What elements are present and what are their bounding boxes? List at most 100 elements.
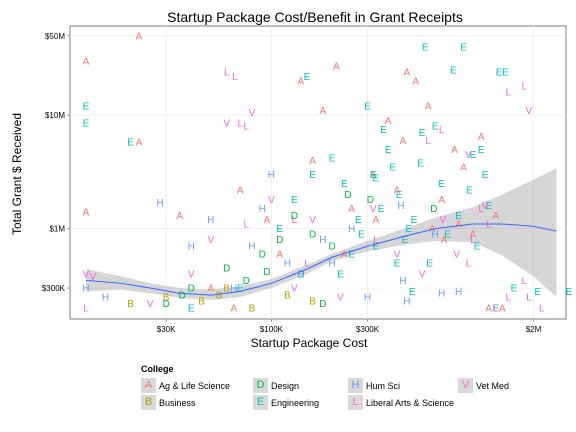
data-point: A (230, 303, 237, 314)
data-point: A (136, 31, 143, 42)
data-point: E (358, 229, 365, 240)
data-point: D (263, 267, 270, 278)
data-point: A (373, 215, 380, 226)
data-point: H (348, 224, 355, 235)
data-point: H (284, 258, 291, 269)
data-point: E (83, 119, 90, 130)
legend-label: Ag & Life Science (159, 380, 231, 391)
data-point: E (394, 258, 401, 269)
legend-key: E (253, 395, 268, 410)
legend-key: B (141, 395, 156, 410)
data-point: V (207, 235, 214, 246)
data-point: D (328, 242, 335, 253)
data-point: E (438, 179, 445, 190)
data-point: D (297, 269, 304, 280)
legend-item: D Design (253, 377, 348, 394)
data-point: E (474, 242, 481, 253)
data-point: V (465, 150, 472, 161)
data-point: A (176, 211, 183, 222)
smooth-fit-line (85, 223, 557, 296)
data-point: V (394, 249, 401, 260)
data-point: A (425, 102, 432, 113)
data-point: H (319, 235, 326, 246)
data-point: A (412, 76, 419, 87)
data-point: E (450, 65, 457, 76)
data-point: D (162, 299, 169, 310)
data-point: H (268, 170, 275, 181)
legend-key: L (348, 395, 363, 410)
data-point: A (460, 162, 467, 173)
legend-item: H Hum Sci (348, 377, 458, 394)
data-point: A (438, 195, 445, 206)
data-point: H (455, 287, 462, 298)
legend-key: D (253, 378, 268, 393)
data-point: H (403, 297, 410, 308)
data-point: H (230, 284, 237, 295)
data-point: L (243, 219, 249, 230)
data-point: A (136, 137, 143, 148)
data-point: L (292, 215, 298, 226)
data-point: L (521, 82, 527, 93)
data-point: E (422, 42, 429, 53)
data-point: E (455, 211, 462, 222)
y-tick-label: $1M (49, 225, 65, 234)
data-point: A (309, 156, 316, 167)
data-point: B (249, 303, 256, 314)
data-point: E (276, 224, 283, 235)
data-point: A (207, 284, 214, 295)
data-point: A (370, 170, 377, 181)
data-point: E (478, 145, 485, 156)
data-point: L (439, 125, 445, 136)
data-point: D (188, 284, 195, 295)
chart-title: Startup Package Cost/Benefit in Grant Re… (167, 9, 463, 25)
legend-label: Vet Med (476, 380, 510, 391)
data-point: E (389, 162, 396, 173)
data-point: E (417, 158, 424, 169)
data-point: B (216, 291, 223, 302)
data-point: L (521, 276, 527, 287)
data-point: H (364, 292, 371, 303)
y-axis-ticks: $300K $1M $10M $50M (42, 32, 70, 293)
data-point: H (432, 229, 439, 240)
data-point: L (243, 122, 249, 133)
data-point: E (432, 122, 439, 133)
y-tick-label: $50M (45, 32, 65, 41)
data-point: D (178, 291, 185, 302)
data-point: A (403, 67, 410, 78)
data-point: E (380, 125, 387, 136)
data-point: A (441, 235, 448, 246)
data-point: H (207, 215, 214, 226)
data-point: A (385, 116, 392, 127)
smooth-line (85, 223, 557, 296)
data-point: E (534, 287, 541, 298)
data-point: E (127, 137, 134, 148)
data-point: E (409, 287, 416, 298)
data-point: V (90, 272, 97, 283)
data-point: L (506, 87, 512, 98)
data-point: B (284, 291, 291, 302)
data-point: V (482, 201, 489, 212)
y-axis-label: Total Grant $ Received (10, 113, 24, 235)
data-point: B (309, 297, 316, 308)
data-point: E (304, 72, 311, 83)
x-tick-label: $100K (260, 325, 284, 334)
data-point: E (466, 185, 473, 196)
data-point: D (309, 229, 316, 240)
data-point: V (83, 269, 90, 280)
data-point: D (344, 190, 351, 201)
data-point: L (486, 219, 492, 230)
data-point: H (397, 201, 404, 212)
data-point: D (367, 195, 374, 206)
data-point: E (378, 204, 385, 215)
data-point: E (370, 170, 377, 181)
data-point: E (337, 269, 344, 280)
x-tick-label: $300K (356, 325, 380, 334)
data-point: H (399, 276, 406, 287)
data-point: E (444, 229, 451, 240)
data-point: A (470, 229, 477, 240)
data-point: L (526, 292, 532, 303)
data-point: D (223, 264, 230, 275)
data-point: E (492, 303, 499, 314)
data-point: D (319, 299, 326, 310)
